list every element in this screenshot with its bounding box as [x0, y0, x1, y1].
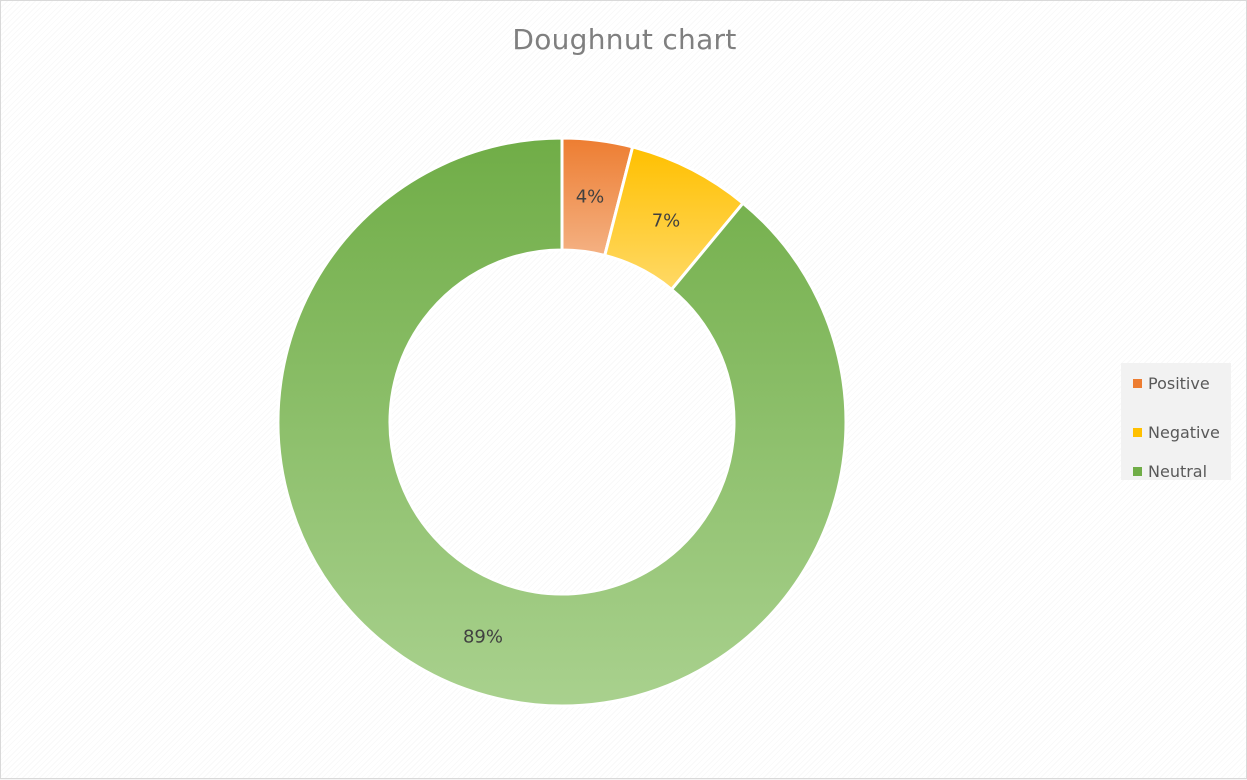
legend-label-positive: Positive	[1148, 373, 1210, 393]
legend-swatch-neutral	[1133, 467, 1142, 477]
data-label-negative: 7%	[652, 211, 681, 232]
legend-swatch-negative	[1133, 427, 1142, 437]
legend-label-negative: Negative	[1148, 422, 1220, 442]
labels-group: 4% 7% 89%	[463, 187, 680, 648]
slice-neutral	[276, 136, 848, 708]
legend-item-negative: Negative	[1121, 413, 1231, 453]
slices-group	[276, 136, 848, 708]
legend: Positive Negative Neutral	[1121, 363, 1231, 481]
legend-label-neutral: Neutral	[1148, 462, 1208, 482]
legend-item-neutral: Neutral	[1121, 452, 1231, 492]
legend-swatch-positive	[1133, 378, 1142, 388]
data-label-neutral: 89%	[463, 627, 503, 648]
chart-title: Doughnut chart	[512, 23, 737, 56]
data-label-positive: 4%	[576, 187, 605, 208]
legend-item-positive: Positive	[1121, 373, 1231, 393]
